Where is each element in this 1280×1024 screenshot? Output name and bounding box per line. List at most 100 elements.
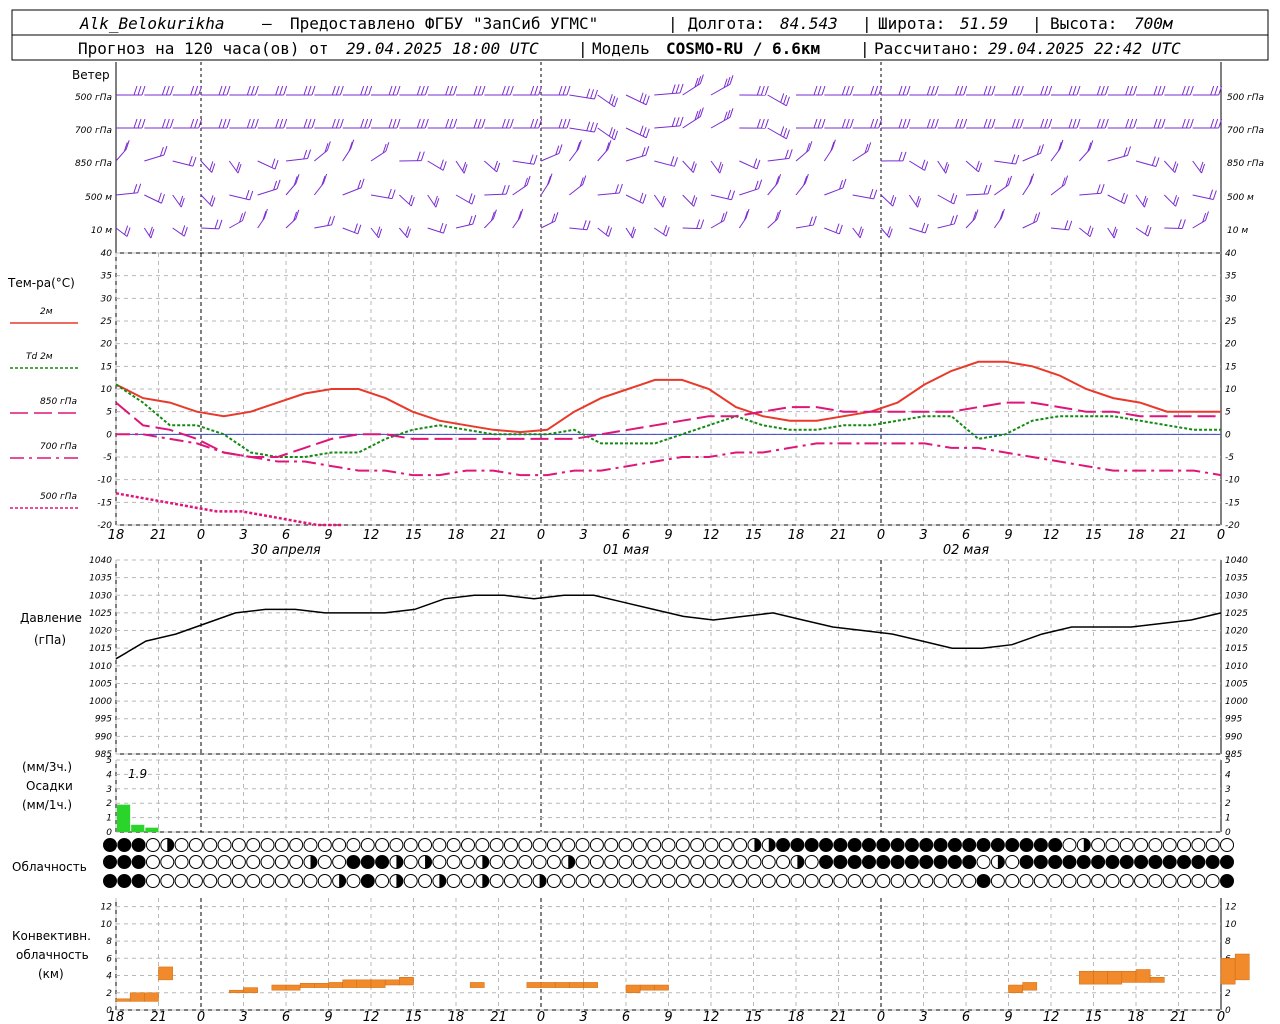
cloud-half <box>797 855 804 869</box>
cloud-circle <box>246 838 261 852</box>
wind-barb-flag <box>723 211 728 221</box>
cloud-circle <box>632 855 647 869</box>
wind-barb-flag <box>242 211 246 221</box>
precip-unit-bottom: (мм/1ч.) <box>22 798 72 812</box>
wind-barb-flag <box>1015 85 1020 96</box>
bottom-x-hour-label: 18 <box>108 1010 125 1024</box>
wind-barb-flag <box>254 118 259 129</box>
wind-barb-flag <box>959 118 964 129</box>
legend-label: 850 гПа <box>40 397 77 407</box>
temp-tick-left: 35 <box>101 272 113 282</box>
wind-barb-flag <box>1153 85 1158 96</box>
wind-barb-flag <box>378 228 383 238</box>
wind-barb-flag <box>530 85 535 96</box>
wind-barb-flag <box>719 163 724 174</box>
wind-barb-flag <box>1133 118 1138 129</box>
cloud-half <box>482 855 489 869</box>
wind-barb-flag <box>505 118 510 129</box>
wind-barb-flag <box>1175 197 1180 207</box>
wind-barb-flag <box>662 198 667 208</box>
cloud-circle <box>589 838 604 852</box>
wind-barb-flag <box>586 88 591 98</box>
wind-barb-flag <box>246 85 251 96</box>
wind-barb-flag <box>744 211 749 221</box>
wind-barb-flag <box>405 226 410 236</box>
wind-barb-flag <box>192 156 197 167</box>
wind-barb-flag <box>188 156 193 166</box>
wind-barb-flag <box>760 118 765 129</box>
temp-x-hour-label: 0 <box>197 528 205 543</box>
precip-panel-title: Осадки <box>26 779 73 793</box>
sep-5: | <box>860 39 870 58</box>
wind-barb-flag <box>723 78 728 88</box>
wind-barb-flag <box>639 125 644 135</box>
conv-tick-right: 8 <box>1225 937 1231 947</box>
cloud-circle <box>690 874 705 888</box>
cloud-circle <box>489 838 504 852</box>
wind-barb <box>852 227 861 239</box>
temp-tick-left: 20 <box>101 340 113 350</box>
wind-barb-flag <box>181 225 186 235</box>
wind-barb-flag <box>276 179 281 189</box>
wind-barb-flag <box>481 85 486 96</box>
cloud-circle <box>403 838 418 852</box>
cloud-circle <box>904 874 919 888</box>
wind-barb-flag <box>934 85 939 96</box>
cloud-circle <box>962 838 977 852</box>
temp-x-hour-label: 15 <box>745 528 762 543</box>
wind-barb-flag <box>720 213 725 223</box>
cloud-circle <box>861 838 876 852</box>
cloud-circle <box>346 855 361 869</box>
wind-barb-flag <box>157 192 162 202</box>
wind-barb-flag <box>339 85 344 96</box>
wind-barb-flag <box>642 94 647 104</box>
wind-barb-flag <box>665 226 670 237</box>
wind-barb-flag <box>874 118 879 129</box>
wind-barb-flag <box>930 118 935 129</box>
temp-x-hour-label: 9 <box>324 528 332 543</box>
conv-bar <box>229 989 244 994</box>
wind-barb-flag <box>812 215 817 226</box>
wind-barb-flag <box>630 226 635 236</box>
wind-barb-flag <box>987 184 992 195</box>
cloud-circle <box>704 874 719 888</box>
cloud-circle <box>1191 874 1206 888</box>
wind-barb-flag <box>222 85 227 96</box>
wind-barb-flag <box>505 184 510 195</box>
wind-barb-flag <box>590 122 595 132</box>
wind-barb-flag <box>554 212 559 222</box>
wind-barb <box>172 227 185 237</box>
wind-barb-flag <box>246 118 251 129</box>
wind-barb <box>484 160 498 173</box>
wind-barb-flag <box>777 174 782 184</box>
cloud-circle <box>174 874 189 888</box>
pres-tick-left: 1015 <box>89 644 112 654</box>
cloud-circle <box>990 874 1005 888</box>
wind-barb-flag <box>323 173 328 184</box>
conv-title-2: облачность <box>16 948 89 962</box>
wind-barb-flag <box>1005 177 1010 187</box>
cloud-circle <box>1177 855 1192 869</box>
temp-legend: 2м Td 2м 850 гПа 700 гПа 500 гПа <box>10 307 78 509</box>
wind-barb-flag <box>645 95 650 105</box>
wind-barb-flag <box>254 85 259 96</box>
conv-bar <box>540 982 556 988</box>
series-t2m <box>115 360 1221 434</box>
cloud-circle <box>145 838 160 852</box>
wind-barb-flag <box>605 225 610 235</box>
pres-tick-right: 1030 <box>1225 591 1248 601</box>
wind-level-label: 850 гПа <box>75 159 112 169</box>
temp-tick-right: 40 <box>1225 249 1237 259</box>
wind-barb <box>937 160 947 174</box>
wind-barb-flag <box>420 151 425 161</box>
cloud-circle <box>604 855 619 869</box>
wind-barb-flag <box>501 118 506 129</box>
wind-barb-flag <box>821 118 826 129</box>
wind-barb-flag <box>1076 85 1081 96</box>
wind-barb-flag <box>1033 213 1038 223</box>
conv-bar <box>129 992 145 1002</box>
wind-barb-flag <box>472 214 477 225</box>
temp-tick-left: -20 <box>97 521 112 531</box>
wind-barb-flag <box>886 226 891 236</box>
conv-bar <box>115 998 131 1002</box>
